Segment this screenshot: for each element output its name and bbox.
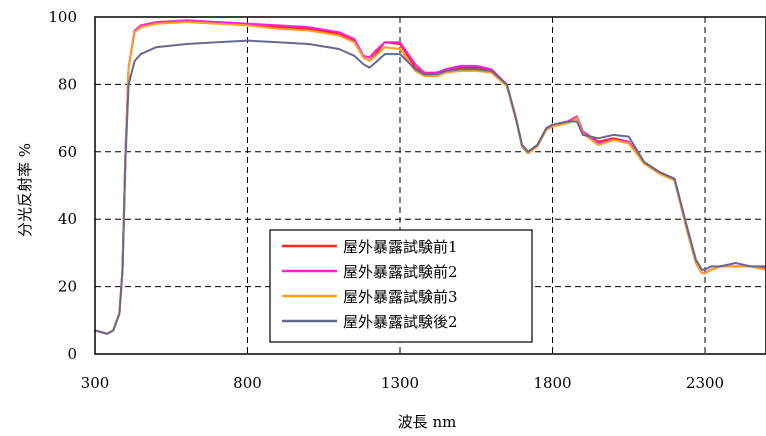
x-tick-label: 800 <box>233 374 262 392</box>
y-tick-label: 60 <box>58 143 77 161</box>
y-tick-label: 20 <box>58 278 77 296</box>
plot-frame <box>94 16 766 355</box>
series-line-4 <box>94 39 766 335</box>
y-tick-label: 0 <box>67 345 77 363</box>
y-tick-label: 100 <box>48 8 77 26</box>
y-tick-labels: 0 20 40 60 80 100 <box>48 8 77 363</box>
x-tick-label: 1300 <box>381 374 419 392</box>
x-tick-labels: 300 800 1300 1800 2300 <box>81 374 724 392</box>
y-tick-label: 80 <box>58 75 77 93</box>
x-axis-label: 波長 nm <box>398 413 457 431</box>
legend: 屋外暴露試験前1 屋外暴露試験前2 屋外暴露試験前3 屋外暴露試験後2 <box>269 229 533 343</box>
legend-label-2: 屋外暴露試験前2 <box>343 263 458 281</box>
x-tick-label: 1800 <box>533 374 571 392</box>
legend-box <box>269 229 533 343</box>
legend-label-3: 屋外暴露試験前3 <box>343 288 458 306</box>
y-axis-label: 分光反射率 % <box>16 143 34 237</box>
legend-label-4: 屋外暴露試験後2 <box>343 313 458 331</box>
series-lines <box>94 19 766 335</box>
x-tick-label: 2300 <box>686 374 724 392</box>
x-tick-label: 300 <box>81 374 110 392</box>
legend-label-1: 屋外暴露試験前1 <box>343 238 458 256</box>
y-tick-label: 40 <box>58 210 77 228</box>
